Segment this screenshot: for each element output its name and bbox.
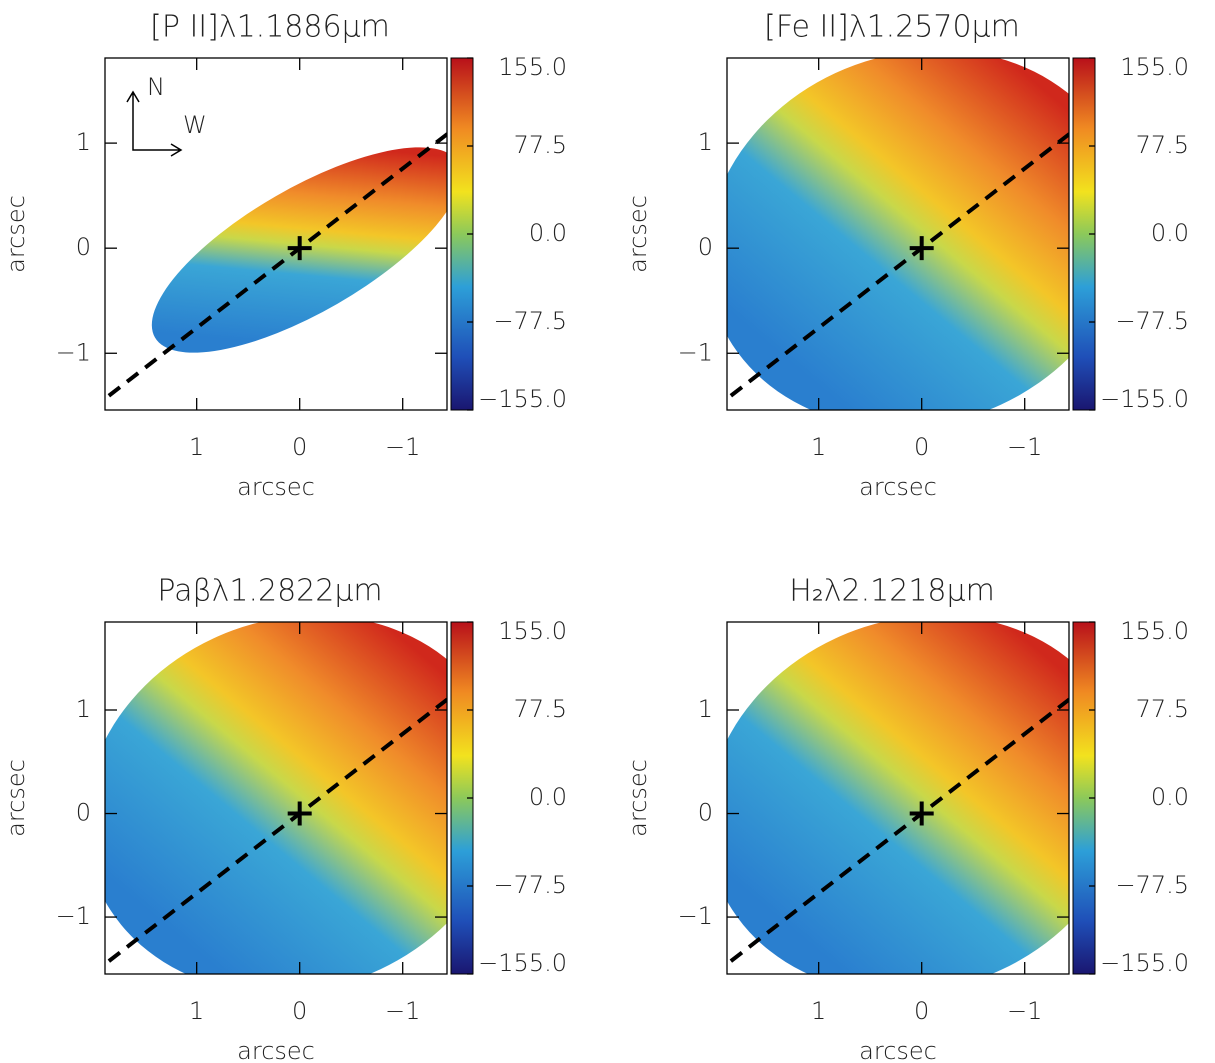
plot-frame (726, 57, 1070, 411)
colorbar-tick-label: 0.0 (1151, 219, 1189, 247)
map-area (727, 58, 1069, 410)
x-axis-label: arcsec (859, 473, 937, 501)
x-tick-label: 0 (292, 433, 307, 461)
y-tick-label: 0 (76, 233, 91, 261)
x-tick-label: 1 (811, 997, 826, 1025)
y-tick-label: −1 (678, 902, 713, 930)
y-tick-label: 0 (698, 799, 713, 827)
colorbar-tick-label: −155.0 (478, 949, 567, 977)
x-tick-label: −1 (385, 433, 420, 461)
colorbar-tick-label: −77.5 (1115, 871, 1189, 899)
panel-title: Paβλ1.2822μm (157, 574, 382, 609)
colorbar-tick-label: 155.0 (498, 617, 567, 645)
colorbar-tick-label: −155.0 (1100, 385, 1189, 413)
x-tick-label: −1 (385, 997, 420, 1025)
nucleus (909, 236, 934, 261)
colorbar-tick-label: 155.0 (1120, 617, 1189, 645)
x-tick-label: 1 (189, 997, 204, 1025)
y-tick-label: 1 (698, 128, 713, 156)
colorbar-tick-label: −155.0 (478, 385, 567, 413)
velocity-map (727, 58, 1069, 410)
y-tick-label: −1 (678, 338, 713, 366)
colorbar-tick-label: 0.0 (1151, 783, 1189, 811)
x-axis-label: arcsec (237, 1037, 315, 1063)
y-tick-label: 0 (76, 799, 91, 827)
panel-title: [P II]λ1.1886μm (150, 10, 390, 45)
colorbar-tick-label: −77.5 (493, 871, 567, 899)
colorbar-tick-label: 155.0 (1120, 53, 1189, 81)
y-tick-label: −1 (56, 902, 91, 930)
x-tick-label: 1 (811, 433, 826, 461)
panel-title: [Fe II]λ1.2570μm (764, 10, 1020, 45)
x-axis-label: arcsec (859, 1037, 937, 1063)
panel-title: H₂λ2.1218μm (789, 574, 995, 609)
plot-frame (726, 621, 1070, 975)
x-tick-label: 0 (292, 997, 307, 1025)
colorbar-tick-label: −155.0 (1100, 949, 1189, 977)
colorbar-tick-label: 77.5 (1136, 695, 1189, 723)
colorbar-tick-label: 155.0 (498, 53, 567, 81)
y-axis-label: arcsec (2, 759, 30, 837)
x-tick-label: −1 (1007, 997, 1042, 1025)
velocity-map (105, 622, 447, 974)
y-axis-label: arcsec (2, 195, 30, 273)
plot-frame (104, 621, 448, 975)
colorbar-tick-label: 0.0 (529, 783, 567, 811)
colorbar-tick-label: 77.5 (1136, 131, 1189, 159)
x-tick-label: 0 (914, 433, 929, 461)
x-tick-label: 0 (914, 997, 929, 1025)
y-tick-label: −1 (56, 338, 91, 366)
x-tick-label: −1 (1007, 433, 1042, 461)
nucleus (287, 801, 312, 826)
colorbar-tick-label: 0.0 (529, 219, 567, 247)
y-axis-label: arcsec (624, 759, 652, 837)
colorbar-tick-label: −77.5 (1115, 307, 1189, 335)
colorbar-tick-label: 77.5 (514, 131, 567, 159)
compass (126, 90, 183, 157)
plot-frame (104, 57, 448, 411)
map-area (105, 622, 447, 974)
nucleus (287, 236, 312, 261)
y-tick-label: 1 (698, 695, 713, 723)
y-tick-label: 0 (698, 233, 713, 261)
compass-label: N (147, 73, 165, 101)
y-tick-label: 1 (76, 695, 91, 723)
velocity-map (727, 622, 1069, 974)
y-tick-label: 1 (76, 128, 91, 156)
colorbar-tick-label: 77.5 (514, 695, 567, 723)
colorbar-tick-label: −77.5 (493, 307, 567, 335)
x-axis-label: arcsec (237, 473, 315, 501)
map-area (727, 622, 1069, 974)
y-axis-label: arcsec (624, 195, 652, 273)
compass-label: W (183, 111, 207, 139)
map-area (105, 131, 447, 402)
nucleus (909, 801, 934, 826)
x-tick-label: 1 (189, 433, 204, 461)
